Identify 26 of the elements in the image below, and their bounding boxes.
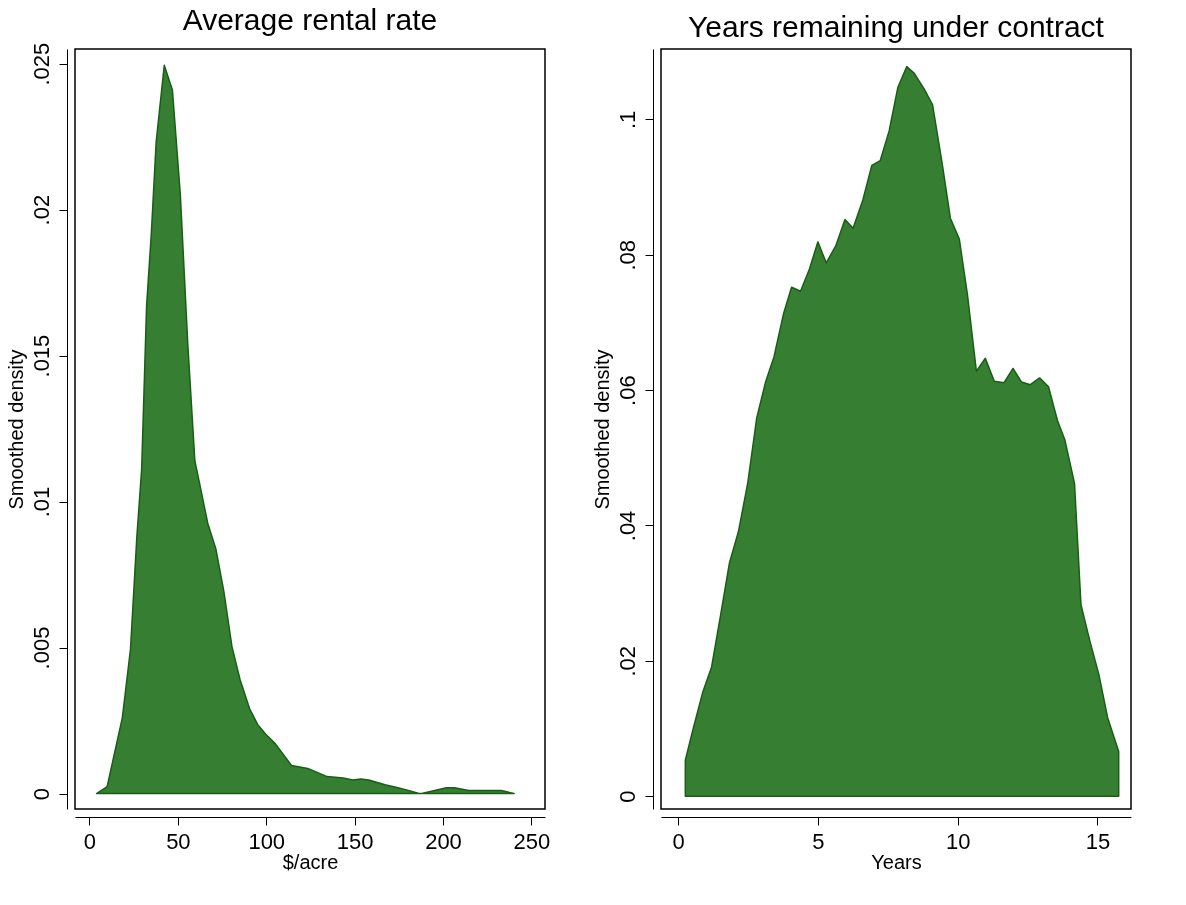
x-tick-label: 0 bbox=[672, 828, 685, 854]
x-tick-label: 250 bbox=[513, 828, 551, 854]
x-tick-label: 15 bbox=[1085, 828, 1111, 854]
y-tick-label: 0 bbox=[28, 787, 54, 801]
x-axis-title: Years bbox=[871, 850, 922, 873]
chart-title: Years remaining under contract bbox=[688, 10, 1105, 43]
x-tick-label: 200 bbox=[425, 828, 462, 854]
y-axis-title: Smoothed density bbox=[590, 349, 613, 510]
y-tick-label: .04 bbox=[614, 510, 640, 542]
y-tick-label: 0 bbox=[614, 790, 640, 803]
y-tick-label: .08 bbox=[614, 239, 640, 271]
y-tick-label: .02 bbox=[28, 194, 54, 226]
x-tick-label: 50 bbox=[166, 828, 191, 854]
x-tick-label: 10 bbox=[945, 828, 971, 854]
x-tick-label: 150 bbox=[336, 828, 374, 854]
y-tick-label: .025 bbox=[28, 42, 54, 86]
x-tick-label: 0 bbox=[83, 828, 97, 854]
y-tick-label: .015 bbox=[28, 334, 54, 378]
chart-title: Average rental rate bbox=[182, 3, 438, 37]
x-tick-label: 5 bbox=[812, 828, 825, 854]
y-tick-label: .06 bbox=[614, 375, 640, 406]
y-tick-label: .01 bbox=[28, 486, 54, 518]
y-tick-label: .1 bbox=[614, 110, 640, 130]
y-tick-label: .005 bbox=[28, 626, 54, 670]
y-tick-label: .02 bbox=[614, 645, 640, 677]
y-axis-title: Smoothed density bbox=[4, 349, 27, 510]
